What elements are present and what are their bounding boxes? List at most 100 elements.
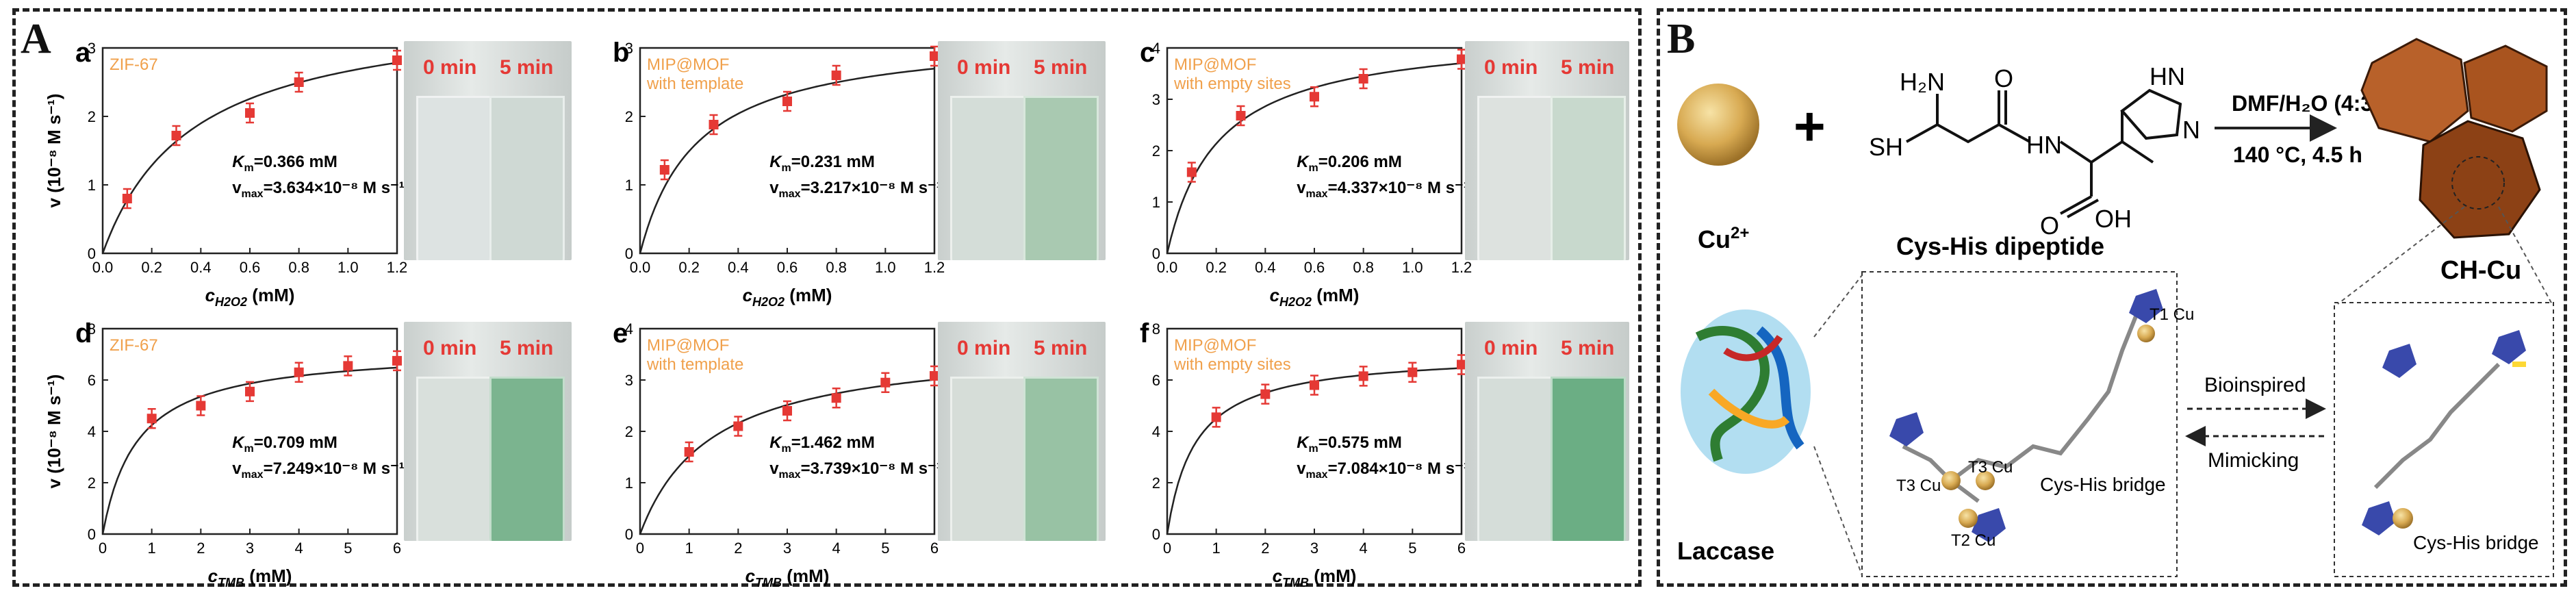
y-tick-label: 0	[1152, 526, 1160, 543]
plus-sign: +	[1794, 96, 1826, 157]
sample-label-2: with template	[646, 355, 743, 374]
x-tick-label: 3	[1310, 540, 1318, 557]
x-tick-label: 0.8	[288, 259, 309, 276]
x-tick-label: 1	[685, 540, 693, 557]
dipeptide-label: Cys-His dipeptide	[1896, 232, 2104, 260]
y-tick-label: 0	[88, 245, 96, 262]
label-5min: 5 min	[500, 56, 554, 79]
product-label: CH-Cu	[2440, 256, 2521, 285]
data-point	[1310, 380, 1319, 390]
km-annotation: Km=0.709 mM	[232, 433, 337, 455]
data-point	[245, 386, 255, 396]
plot-frame	[101, 47, 398, 255]
y-tick-label: 6	[88, 372, 96, 389]
x-axis-label: cTMB (mM)	[208, 566, 292, 590]
y-tick-label: 3	[88, 40, 96, 57]
x-tick-label: 0.0	[92, 259, 114, 276]
ch-cu-crystals	[2360, 38, 2548, 239]
x-tick-label: 1.0	[1402, 259, 1423, 276]
km-annotation: Km=0.231 mM	[769, 153, 875, 174]
km-annotation: Km=0.575 mM	[1297, 433, 1402, 455]
tube-0min	[416, 377, 492, 541]
sample-label: MIP@MOF	[647, 336, 729, 355]
x-tick-label: 3	[783, 540, 791, 557]
x-tick-label: 2	[1261, 540, 1269, 557]
data-point	[171, 131, 181, 140]
x-axis-label: cH2O2 (mM)	[205, 285, 295, 309]
panel-a-frame	[12, 8, 1642, 587]
sample-label-2: with empty sites	[1173, 75, 1291, 93]
label-5min: 5 min	[1561, 56, 1615, 79]
oh-atom: OH	[2095, 205, 2132, 233]
x-tick-label: 0.4	[190, 259, 212, 276]
laccase-label: Laccase	[1677, 537, 1774, 565]
x-tick-label: 0.2	[141, 259, 162, 276]
data-point	[684, 447, 694, 457]
y-tick-label: 4	[1152, 40, 1160, 57]
km-annotation: Km=1.462 mM	[769, 433, 875, 455]
sample-label: MIP@MOF	[1174, 55, 1256, 74]
x-tick-label: 4	[832, 540, 841, 557]
condition-temperature: 140 °C, 4.5 h	[2233, 142, 2362, 167]
plot-frame	[101, 327, 398, 535]
y-tick-label: 1	[625, 177, 633, 194]
tube-5min	[1023, 96, 1099, 260]
fit-curve	[101, 62, 398, 254]
y-tick-label: 2	[1152, 474, 1160, 492]
data-point	[122, 194, 132, 203]
tube-5min	[489, 96, 565, 260]
x-tick-label: 6	[930, 540, 939, 557]
label-0min: 0 min	[957, 337, 1011, 359]
x-tick-label: 2	[196, 540, 205, 557]
sample-label: MIP@MOF	[1174, 336, 1256, 355]
x-tick-label: 0.2	[678, 259, 700, 276]
tube-0min	[950, 96, 1025, 260]
label-5min: 5 min	[1561, 337, 1615, 359]
x-tick-label: 1.0	[875, 259, 896, 276]
x-tick-label: 0.8	[1353, 259, 1374, 276]
label-0min: 0 min	[423, 337, 477, 359]
x-tick-label: 0	[99, 540, 107, 557]
y-tick-label: 0	[1152, 245, 1160, 262]
sub-label: f	[1140, 318, 1149, 349]
sample-label: MIP@MOF	[647, 55, 729, 74]
x-tick-label: 0	[1163, 540, 1171, 557]
panel-label-a: A	[21, 16, 51, 62]
label-0min: 0 min	[1484, 337, 1538, 359]
data-point	[1358, 371, 1368, 381]
sub-label: b	[613, 38, 629, 68]
y-tick-label: 2	[625, 423, 633, 440]
label-5min: 5 min	[1034, 56, 1088, 79]
mimic-site-box	[2334, 302, 2554, 577]
tube-0min	[1477, 96, 1553, 260]
bioinspired-label: Bioinspired	[2204, 374, 2306, 396]
hn-amide: HN	[2026, 131, 2062, 159]
cu-sphere	[1677, 84, 1759, 166]
sub-label: a	[75, 38, 91, 68]
vmax-annotation: vmax=3.634×10⁻⁸ M s⁻¹	[232, 179, 405, 200]
cys-his-bridge-label-1: Cys-His bridge	[2040, 474, 2166, 495]
t3-cu-label-1: T3 Cu	[1896, 477, 1941, 495]
x-tick-label: 5	[344, 540, 352, 557]
laccase-structure	[1681, 309, 1811, 474]
x-tick-label: 5	[1408, 540, 1416, 557]
chart-d: d ZIF-67 0 1 2 3 4 5 6 0 2 4 6 8 Km=0.709 mM vmax=7.249…	[44, 318, 405, 590]
data-point	[1310, 92, 1319, 102]
tube-photo-e: 0 min 5 min	[938, 322, 1106, 541]
data-point	[392, 55, 402, 65]
sample-label-2: with template	[646, 75, 743, 93]
y-tick-label: 4	[625, 320, 633, 338]
x-tick-label: 2	[734, 540, 742, 557]
label-0min: 0 min	[423, 56, 477, 79]
dipeptide-structure	[1906, 88, 2182, 218]
y-tick-label: 2	[88, 474, 96, 492]
y-tick-label: 3	[625, 372, 633, 389]
t2-cu-label: T2 Cu	[1951, 531, 1995, 550]
label-5min: 5 min	[500, 337, 554, 359]
sample-label: ZIF-67	[110, 55, 158, 74]
x-tick-label: 6	[1457, 540, 1466, 557]
label-0min: 0 min	[1484, 56, 1538, 79]
tube-photo-f: 0 min 5 min	[1465, 322, 1629, 541]
